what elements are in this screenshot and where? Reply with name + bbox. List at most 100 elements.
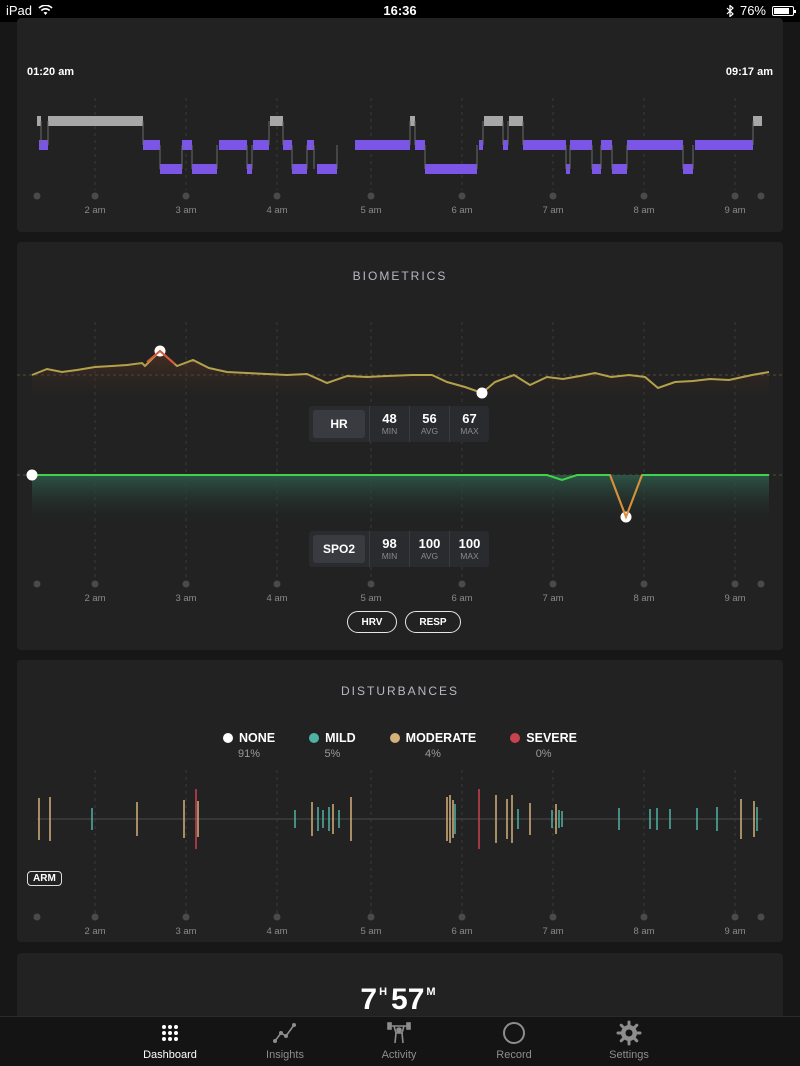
dots-grid-icon: [162, 1025, 178, 1041]
biometrics-chart: 2 am 3 am 4 am 5 am 6 am 7 am 8 am 9 am: [17, 322, 783, 604]
legend-severe: SEVERE 0%: [510, 731, 577, 760]
battery-icon: [772, 5, 796, 16]
axis-dot: [757, 913, 765, 921]
spo2-label: SPO2: [313, 535, 365, 563]
hr-label: HR: [313, 410, 365, 438]
stage-segment: [270, 116, 283, 126]
disturbances-title: DISTURBANCES: [340, 684, 459, 698]
tab-bar: Dashboard Insights Activity Record: [0, 1016, 800, 1066]
stage-segment: [143, 140, 160, 150]
axis-dot: [91, 580, 99, 588]
tab-label: Record: [496, 1049, 532, 1061]
axis-dot: [273, 192, 281, 200]
device-name: iPad: [6, 3, 33, 18]
axis-dot: [458, 192, 466, 200]
axis-dot: [33, 192, 41, 200]
weightlifter-icon: [387, 1022, 411, 1044]
spo2-stats: SPO2 98 MIN 100 AVG 100 MAX: [309, 531, 489, 567]
axis-dot: [731, 580, 739, 588]
resp-button[interactable]: RESP: [405, 611, 461, 633]
hour-tick-label: 4 am: [266, 205, 287, 216]
axis-dot: [549, 192, 557, 200]
legend-mild: MILD 5%: [309, 731, 356, 760]
legend-dot: [510, 733, 521, 743]
spo2-avg-value: 100: [418, 535, 441, 551]
stage-segment: [317, 164, 337, 174]
spo2-min-value: 98: [382, 535, 397, 551]
min-label: MIN: [381, 550, 398, 561]
gear-icon: [616, 1020, 642, 1046]
axis-dot: [182, 913, 190, 921]
hour-tick-label: 3 am: [175, 205, 196, 216]
legend-none: NONE 91%: [222, 731, 275, 760]
hour-tick-label: 7 am: [542, 926, 563, 937]
hour-tick-label: 2 am: [84, 593, 105, 604]
axis-dot: [367, 913, 375, 921]
hour-tick-label: 5 am: [360, 926, 381, 937]
stage-segment: [484, 116, 503, 126]
stage-segment: [570, 140, 592, 150]
end-time: 09:17 am: [725, 66, 773, 78]
stage-segment: [247, 164, 252, 174]
stage-segment: [160, 164, 182, 174]
tab-label: Insights: [266, 1049, 304, 1061]
axis-dot: [273, 580, 281, 588]
tab-activity[interactable]: Activity: [354, 1017, 444, 1066]
hour-tick-label: 3 am: [175, 926, 196, 937]
bluetooth-icon: [726, 4, 734, 17]
max-label: MAX: [460, 425, 479, 436]
sleep-duration: 7 H 57 M: [360, 983, 436, 1016]
stage-segment: [627, 140, 683, 150]
stage-segment: [410, 116, 415, 126]
hour-tick-label: 4 am: [266, 926, 287, 937]
hr-min-marker: [476, 387, 488, 399]
hour-tick-label: 5 am: [360, 205, 381, 216]
hour-tick-label: 6 am: [451, 593, 472, 604]
tab-settings[interactable]: Settings: [584, 1017, 674, 1066]
axis-dot: [731, 192, 739, 200]
stage-segment: [192, 164, 217, 174]
hour-tick-label: 2 am: [84, 926, 105, 937]
axis-dot: [273, 913, 281, 921]
axis-dot: [91, 913, 99, 921]
axis-dot: [731, 913, 739, 921]
tab-dashboard[interactable]: Dashboard: [125, 1017, 215, 1066]
hour-tick-label: 8 am: [633, 593, 654, 604]
hr-max-value: 67: [462, 410, 477, 426]
status-bar: iPad 16:36 76%: [0, 0, 800, 22]
spo2-start-marker: [26, 469, 38, 481]
axis-dot: [458, 913, 466, 921]
hour-tick-label: 6 am: [451, 205, 472, 216]
trend-line-icon: [273, 1023, 296, 1043]
stage-segment: [182, 140, 192, 150]
axis-dot: [91, 192, 99, 200]
legend-dot: [389, 733, 400, 743]
stage-segment: [307, 140, 314, 150]
hour-tick-label: 9 am: [724, 926, 745, 937]
disturbance-legend: NONE 91% MILD 5% MODERATE 4% SEVERE 0%: [17, 731, 783, 760]
hour-tick-label: 5 am: [360, 593, 381, 604]
hr-line: [31, 349, 770, 395]
circle-icon: [503, 1022, 525, 1044]
hour-tick-label: 8 am: [633, 926, 654, 937]
stage-segment: [292, 164, 307, 174]
hr-avg-value: 56: [422, 410, 437, 426]
stage-segment: [253, 140, 269, 150]
arm-tag[interactable]: ARM: [27, 871, 62, 886]
axis-dot: [458, 580, 466, 588]
stage-segment: [415, 140, 425, 150]
stage-segment: [523, 140, 566, 150]
stage-segment: [425, 164, 477, 174]
stage-segment: [683, 164, 693, 174]
avg-label: AVG: [420, 425, 439, 436]
stage-segment: [695, 140, 753, 150]
stage-segment: [39, 140, 48, 150]
hrv-button[interactable]: HRV: [347, 611, 397, 633]
tab-record[interactable]: Record: [469, 1017, 559, 1066]
sleep-stages-card: 01:20 am 09:17 am 2 am 3 am 4 am 5 am 6 am 7 …: [17, 18, 783, 232]
hour-tick-label: 4 am: [266, 593, 287, 604]
disturbances-card: DISTURBANCES NONE 91% MILD 5% MODERATE 4…: [17, 660, 783, 942]
hour-tick-label: 7 am: [542, 593, 563, 604]
axis-dot: [367, 192, 375, 200]
tab-insights[interactable]: Insights: [240, 1017, 330, 1066]
